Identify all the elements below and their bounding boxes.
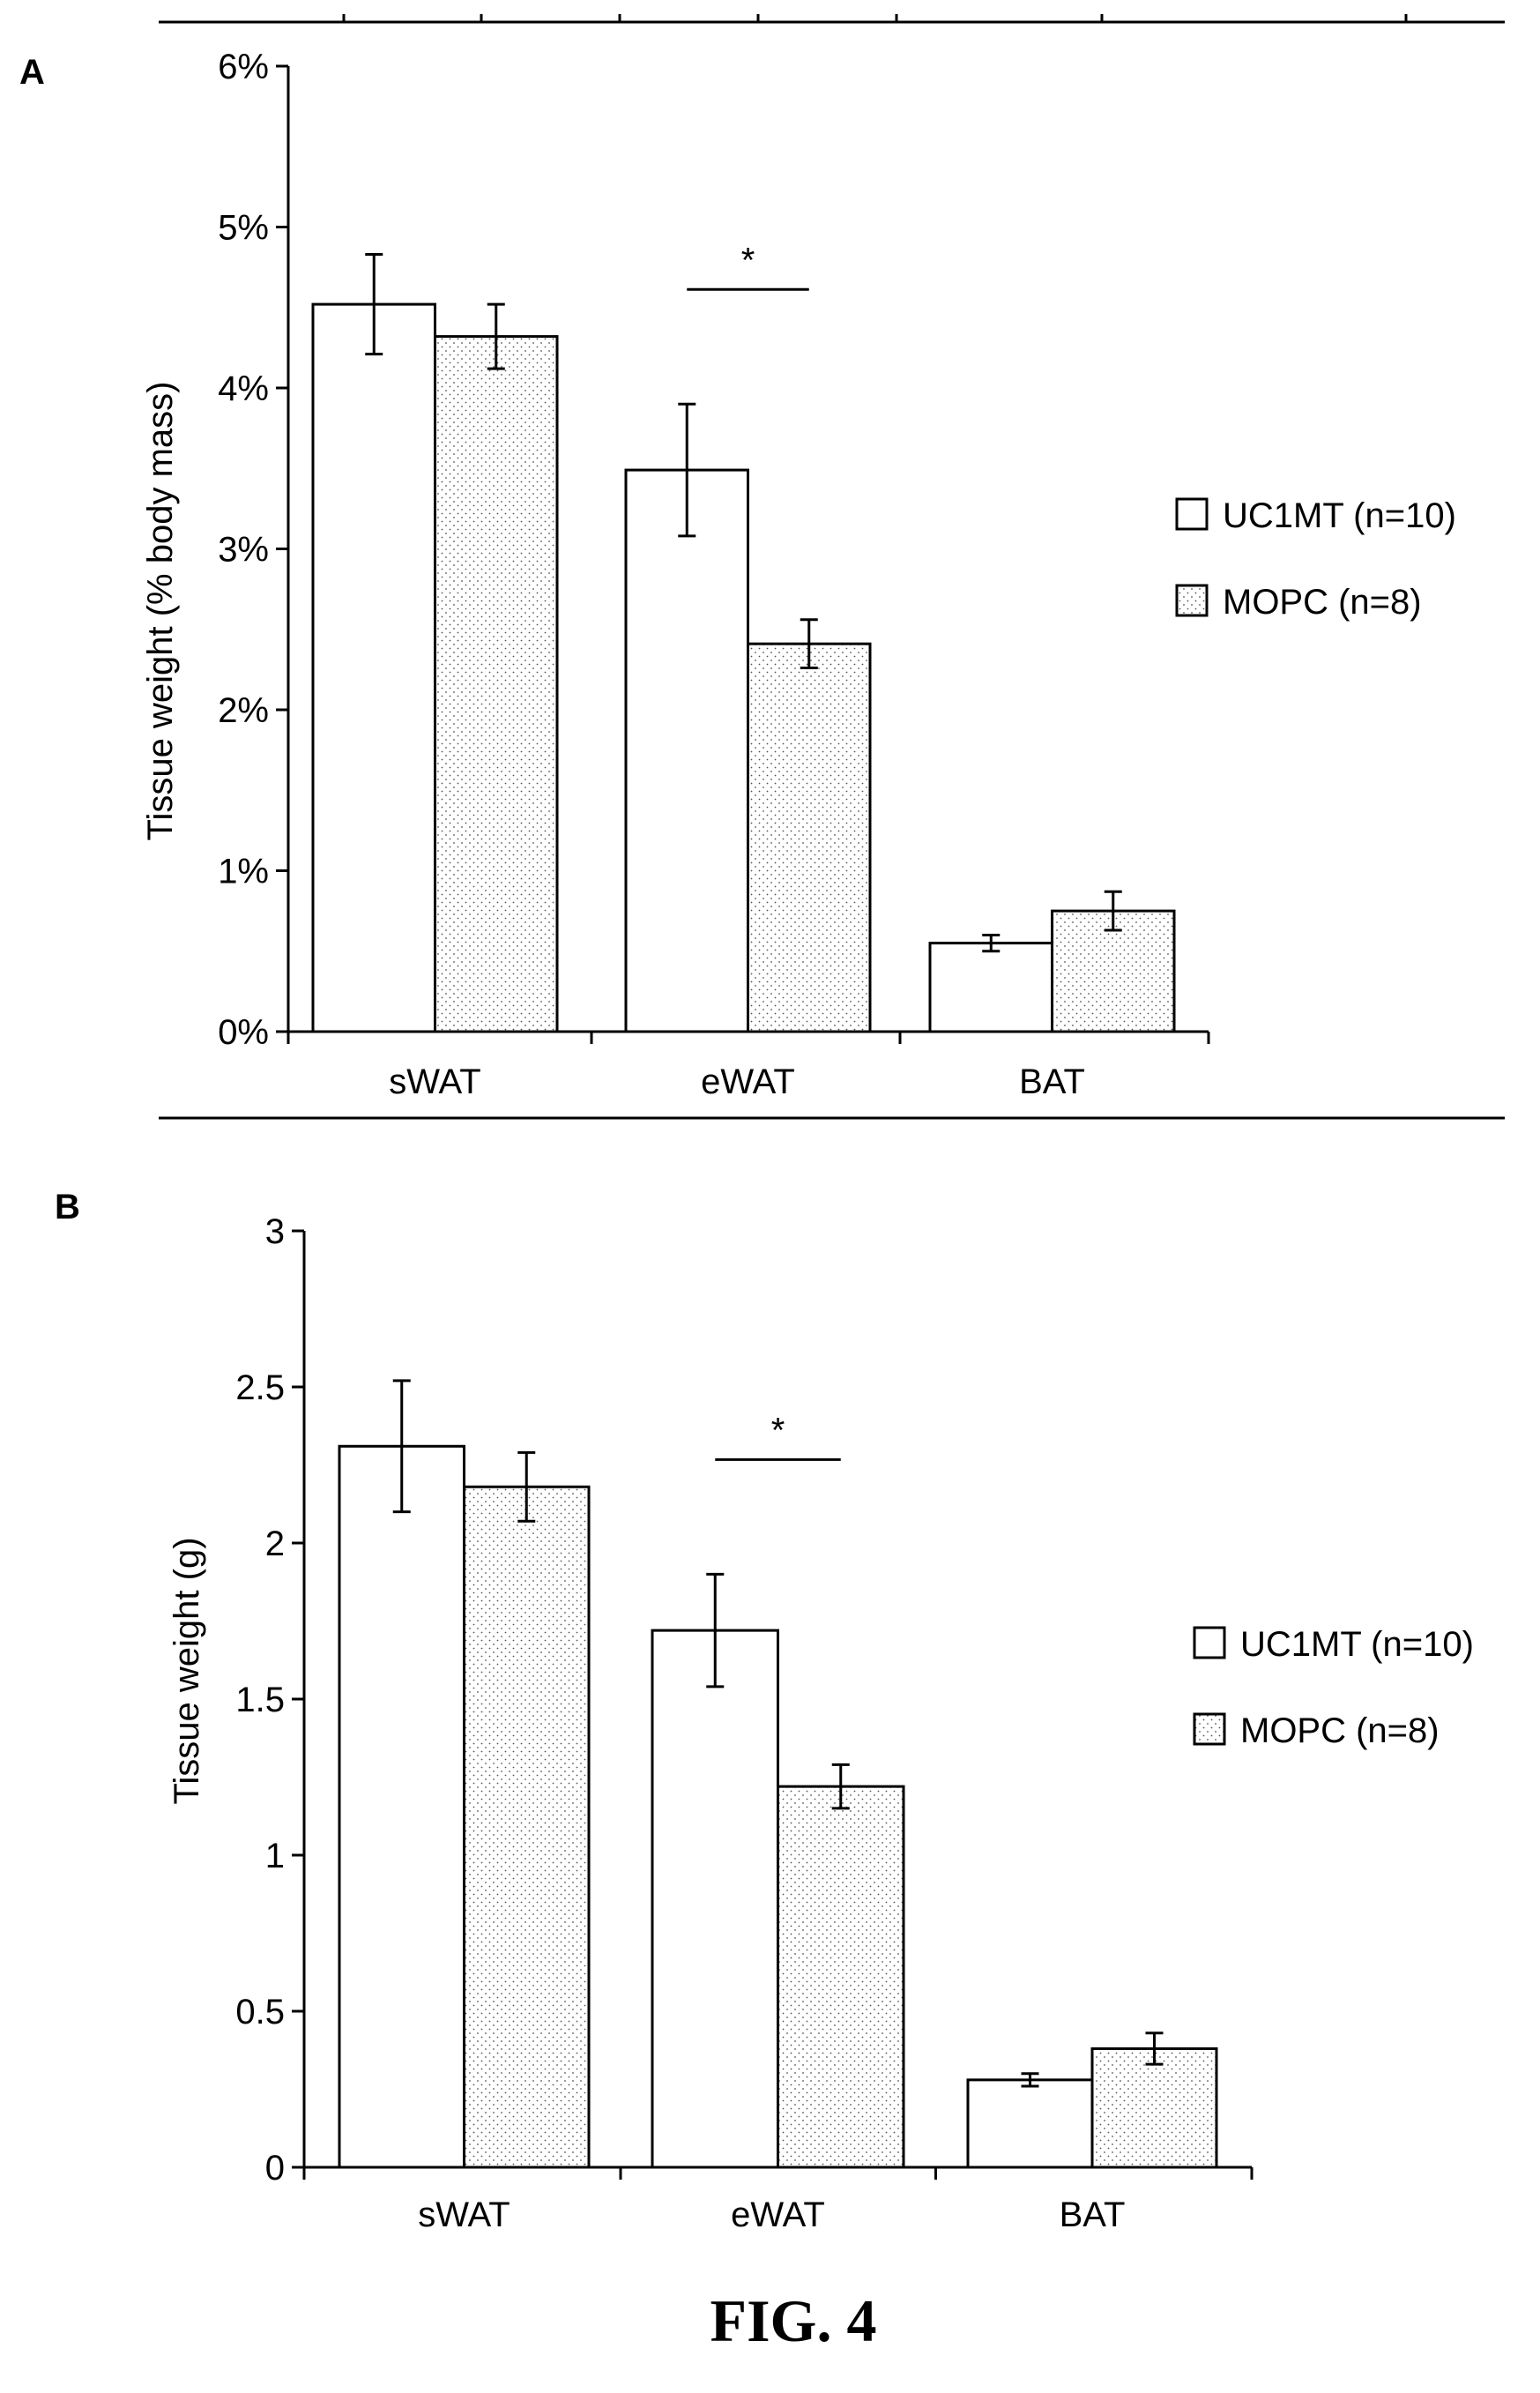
- panel-a: A Tissue weight (% body mass) 0% 1% 2% 3% 4%…: [19, 48, 1456, 1101]
- error-bars-b: [392, 1379, 1164, 2088]
- x-tick-label-a-ewat: eWAT: [701, 1062, 795, 1101]
- significance-b-ewat: *: [715, 1411, 841, 1461]
- legend-a: UC1MT (n=10) MOPC (n=8): [1175, 496, 1456, 622]
- error-bar-a-s0-ewat: [678, 402, 696, 538]
- y-tick-label-b: 0: [265, 2149, 285, 2188]
- panel-label-b: B: [55, 1188, 80, 1226]
- legend-swatch: [1175, 497, 1209, 531]
- y-tick-label-b: 3: [265, 1212, 285, 1251]
- x-tick-label-b-swat: sWAT: [418, 2195, 510, 2234]
- bar-a-s1-ewat: [747, 642, 872, 1033]
- significance-a: *: [687, 241, 809, 291]
- bars-a: [311, 302, 1176, 1033]
- x-ticks-b: sWAT eWAT BAT: [302, 2167, 1254, 2234]
- y-tick-label-a: 5%: [218, 209, 269, 248]
- bar-b-s1-swat: [463, 1485, 591, 2169]
- axes-a: [286, 66, 1209, 1033]
- x-tick-label-a-bat: BAT: [1019, 1062, 1085, 1101]
- y-ticks-a: 0% 1% 2% 3% 4% 5% 6%: [218, 48, 288, 1052]
- significance-b: *: [715, 1411, 841, 1461]
- legend-label: MOPC (n=8): [1223, 583, 1422, 622]
- bar-a-s0-swat: [311, 302, 436, 1033]
- panel-label-a: A: [19, 53, 45, 92]
- legend-swatch: [1193, 1626, 1226, 1659]
- bar-b-s1-ewat: [777, 1785, 905, 2169]
- legend-swatch: [1175, 584, 1209, 617]
- bar-b-s1-bat: [1090, 2046, 1218, 2169]
- error-bar-b-s0-swat: [392, 1379, 411, 1514]
- legend-item-b-0: UC1MT (n=10): [1193, 1625, 1474, 1664]
- legend-b: UC1MT (n=10) MOPC (n=8): [1193, 1625, 1474, 1750]
- y-axis-label-b: Tissue weight (g): [167, 1537, 206, 1804]
- error-bar-b-s0-bat: [1021, 2072, 1039, 2088]
- legend-label: UC1MT (n=10): [1223, 496, 1456, 535]
- error-bar-a-s1-ewat: [800, 618, 818, 670]
- x-ticks-a: sWAT eWAT BAT: [286, 1032, 1210, 1101]
- error-bar-a-s1-swat: [487, 302, 505, 370]
- x-tick-label-b-bat: BAT: [1060, 2195, 1126, 2234]
- axes-b: [302, 1231, 1252, 2169]
- error-bar-a-s1-bat: [1104, 890, 1122, 932]
- legend-item-a-0: UC1MT (n=10): [1175, 496, 1456, 535]
- y-ticks-b: 0 0.5 1 1.5 2 2.5 3: [235, 1212, 304, 2188]
- x-tick-label-b-ewat: eWAT: [731, 2195, 825, 2234]
- bar-a-s0-bat: [928, 942, 1053, 1033]
- y-tick-label-a: 0%: [218, 1013, 269, 1052]
- legend-swatch: [1193, 1712, 1226, 1746]
- bar-b-s0-ewat: [651, 1629, 779, 2169]
- error-bar-a-s0-bat: [982, 934, 1001, 953]
- error-bar-b-s1-ewat: [831, 1763, 850, 1810]
- y-tick-label-a: 6%: [218, 48, 269, 86]
- panel-b: B Tissue weight (g) 0 0.5 1 1.5 2 2.5 3 sWAT eW…: [55, 1188, 1474, 2234]
- legend-item-b-1: MOPC (n=8): [1193, 1711, 1440, 1750]
- y-tick-label-a: 1%: [218, 853, 269, 891]
- y-tick-label-a: 4%: [218, 369, 269, 408]
- figure-caption: FIG. 4: [710, 2287, 877, 2354]
- y-axis-label-a: Tissue weight (% body mass): [141, 382, 180, 841]
- legend-label: UC1MT (n=10): [1240, 1625, 1474, 1664]
- y-tick-label-b: 0.5: [235, 1993, 285, 2031]
- y-tick-label-b: 1: [265, 1837, 285, 1875]
- bar-a-s1-swat: [434, 335, 559, 1033]
- error-bar-a-s0-swat: [365, 253, 383, 356]
- x-tick-label-a-swat: sWAT: [389, 1062, 480, 1101]
- bar-b-s0-swat: [338, 1444, 465, 2169]
- error-bar-b-s1-swat: [517, 1450, 536, 1523]
- y-tick-label-b: 2.5: [235, 1368, 285, 1407]
- y-tick-label-a: 3%: [218, 531, 269, 570]
- y-tick-label-b: 2: [265, 1525, 285, 1563]
- significance-star: *: [741, 241, 755, 280]
- legend-label: MOPC (n=8): [1240, 1711, 1440, 1750]
- significance-star: *: [771, 1411, 785, 1450]
- top-rule: [159, 14, 1505, 24]
- bar-a-s0-ewat: [624, 468, 749, 1033]
- error-bar-b-s1-bat: [1145, 2031, 1164, 2066]
- y-tick-label-b: 1.5: [235, 1681, 285, 1719]
- error-bar-b-s0-ewat: [706, 1572, 725, 1689]
- bar-b-s0-bat: [966, 2078, 1094, 2169]
- y-tick-label-a: 2%: [218, 691, 269, 730]
- error-bars-a: [365, 253, 1122, 953]
- significance-a-ewat: *: [687, 241, 809, 291]
- legend-item-a-1: MOPC (n=8): [1175, 583, 1422, 622]
- bars-b: [338, 1444, 1218, 2169]
